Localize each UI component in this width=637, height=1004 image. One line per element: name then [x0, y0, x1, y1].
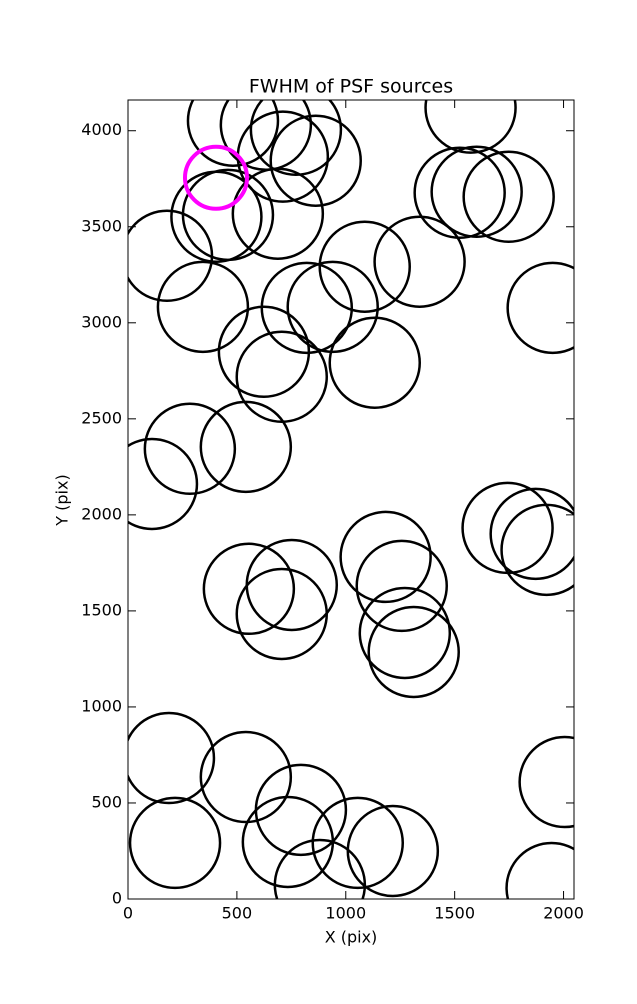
- y-tick-label: 1500: [81, 600, 122, 619]
- y-tick-label: 3500: [81, 216, 122, 235]
- y-tick-label: 2500: [81, 408, 122, 427]
- source: [339, 510, 432, 604]
- source: [367, 605, 460, 699]
- y-tick-label: 3000: [81, 312, 122, 331]
- source: [328, 316, 421, 409]
- y-tick-label: 500: [91, 792, 122, 811]
- source: [269, 114, 362, 207]
- source: [424, 100, 517, 154]
- source: [217, 305, 311, 399]
- y-tick-label: 2000: [81, 504, 122, 523]
- source: [249, 100, 343, 177]
- plot-area: [128, 100, 574, 899]
- source: [202, 542, 296, 636]
- source: [156, 260, 250, 354]
- source: [373, 215, 466, 308]
- source: [518, 735, 574, 829]
- y-tick-label: 1000: [81, 696, 122, 715]
- source: [358, 586, 452, 680]
- x-tick-label: 500: [222, 904, 253, 923]
- source: [318, 220, 411, 313]
- source: [462, 150, 555, 244]
- plot-frame: [127, 99, 575, 900]
- source: [128, 796, 222, 890]
- source: [506, 261, 574, 355]
- y-tick-label: 0: [112, 889, 122, 908]
- x-tick-label: 1000: [325, 904, 366, 923]
- source: [199, 730, 293, 824]
- x-tick-label: 0: [123, 904, 133, 923]
- source: [430, 145, 523, 239]
- source: [235, 567, 328, 661]
- x-tick-label: 2000: [543, 904, 584, 923]
- source: [413, 146, 506, 240]
- source: [355, 539, 448, 633]
- source: [170, 170, 263, 264]
- source: [273, 838, 367, 899]
- highlighted-source: [182, 144, 249, 211]
- source: [500, 503, 574, 597]
- source: [186, 100, 280, 167]
- y-axis-label: Y (pix): [53, 474, 72, 526]
- source: [199, 400, 293, 494]
- source: [489, 487, 574, 581]
- source: [128, 437, 199, 531]
- source: [231, 167, 325, 260]
- source: [128, 711, 216, 805]
- y-tick-label: 4000: [81, 120, 122, 139]
- x-axis-label: X (pix): [325, 928, 378, 947]
- source: [128, 209, 214, 303]
- source: [311, 796, 405, 890]
- source: [505, 841, 574, 899]
- source: [143, 402, 237, 496]
- source: [286, 260, 379, 354]
- x-tick-label: 1500: [434, 904, 475, 923]
- chart-title: FWHM of PSF sources: [249, 76, 453, 98]
